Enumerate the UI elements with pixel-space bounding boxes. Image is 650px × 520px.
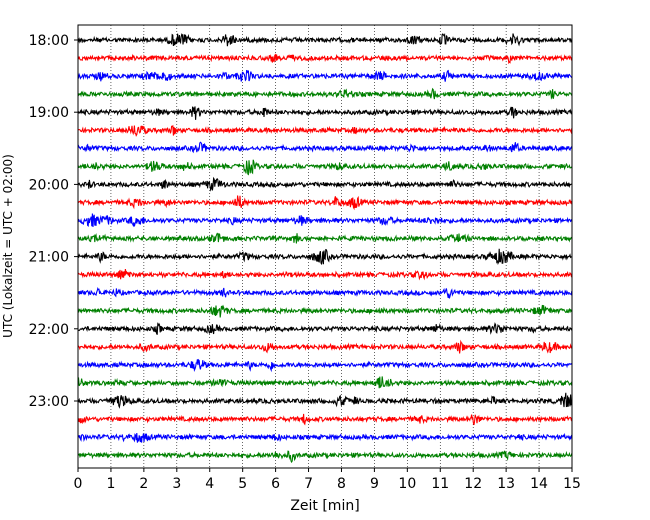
x-tick-label: 2 (139, 476, 148, 492)
trace-row (77, 213, 573, 228)
trace-row (77, 339, 573, 354)
trace-row (77, 87, 573, 100)
x-tick-label: 4 (205, 476, 214, 492)
x-axis-label: Zeit [min] (290, 498, 359, 514)
y-tick-label: 21:00 (29, 250, 69, 266)
x-axis: 0 1 2 3 4 5 6 7 8 9 10 11 12 13 14 15 (74, 468, 581, 492)
x-tick-label: 0 (74, 476, 83, 492)
plot-area (78, 25, 572, 468)
trace-row (77, 248, 572, 266)
y-axis-label: UTC (Lokalzeit = UTC + 02:00) (1, 154, 15, 338)
y-axis: 18:00 19:00 20:00 21:00 22:00 23:00 (29, 33, 78, 410)
x-tick-label: 1 (106, 476, 115, 492)
y-tick-label: 19:00 (29, 105, 69, 121)
trace-row (77, 176, 572, 192)
trace-row (77, 358, 573, 373)
y-tick-label: 20:00 (29, 177, 69, 193)
x-tick-label: 7 (304, 476, 313, 492)
trace-row (77, 32, 573, 47)
plot-frame (77, 24, 573, 469)
seismic-traces (77, 32, 573, 464)
trace-row (77, 286, 573, 299)
trace-row (77, 124, 573, 137)
trace-row (77, 376, 573, 389)
trace-row (77, 392, 573, 409)
x-tick-label: 8 (337, 476, 346, 492)
x-tick-label: 10 (398, 476, 416, 492)
trace-row (77, 141, 573, 154)
x-grid (110, 25, 540, 468)
trace-row (77, 69, 573, 82)
trace-row (77, 268, 573, 281)
x-tick-label: 14 (530, 476, 548, 492)
y-tick-label: 18:00 (29, 33, 69, 49)
trace-row (77, 322, 573, 335)
x-tick-label: 11 (431, 476, 449, 492)
trace-row (77, 304, 573, 318)
trace-row (77, 53, 573, 65)
x-tick-label: 15 (563, 476, 581, 492)
x-tick-label: 13 (497, 476, 515, 492)
trace-row (77, 432, 573, 443)
x-tick-label: 9 (370, 476, 379, 492)
trace-row (77, 450, 573, 464)
trace-row (77, 413, 573, 426)
y-tick-label: 22:00 (29, 322, 69, 338)
trace-row (77, 106, 573, 120)
trace-row (77, 159, 573, 176)
trace-row (77, 232, 572, 244)
x-tick-label: 12 (464, 476, 482, 492)
x-tick-label: 5 (238, 476, 247, 492)
trace-row (77, 195, 573, 211)
x-tick-label: 6 (271, 476, 280, 492)
x-tick-label: 3 (172, 476, 181, 492)
y-tick-label: 23:00 (29, 394, 69, 410)
